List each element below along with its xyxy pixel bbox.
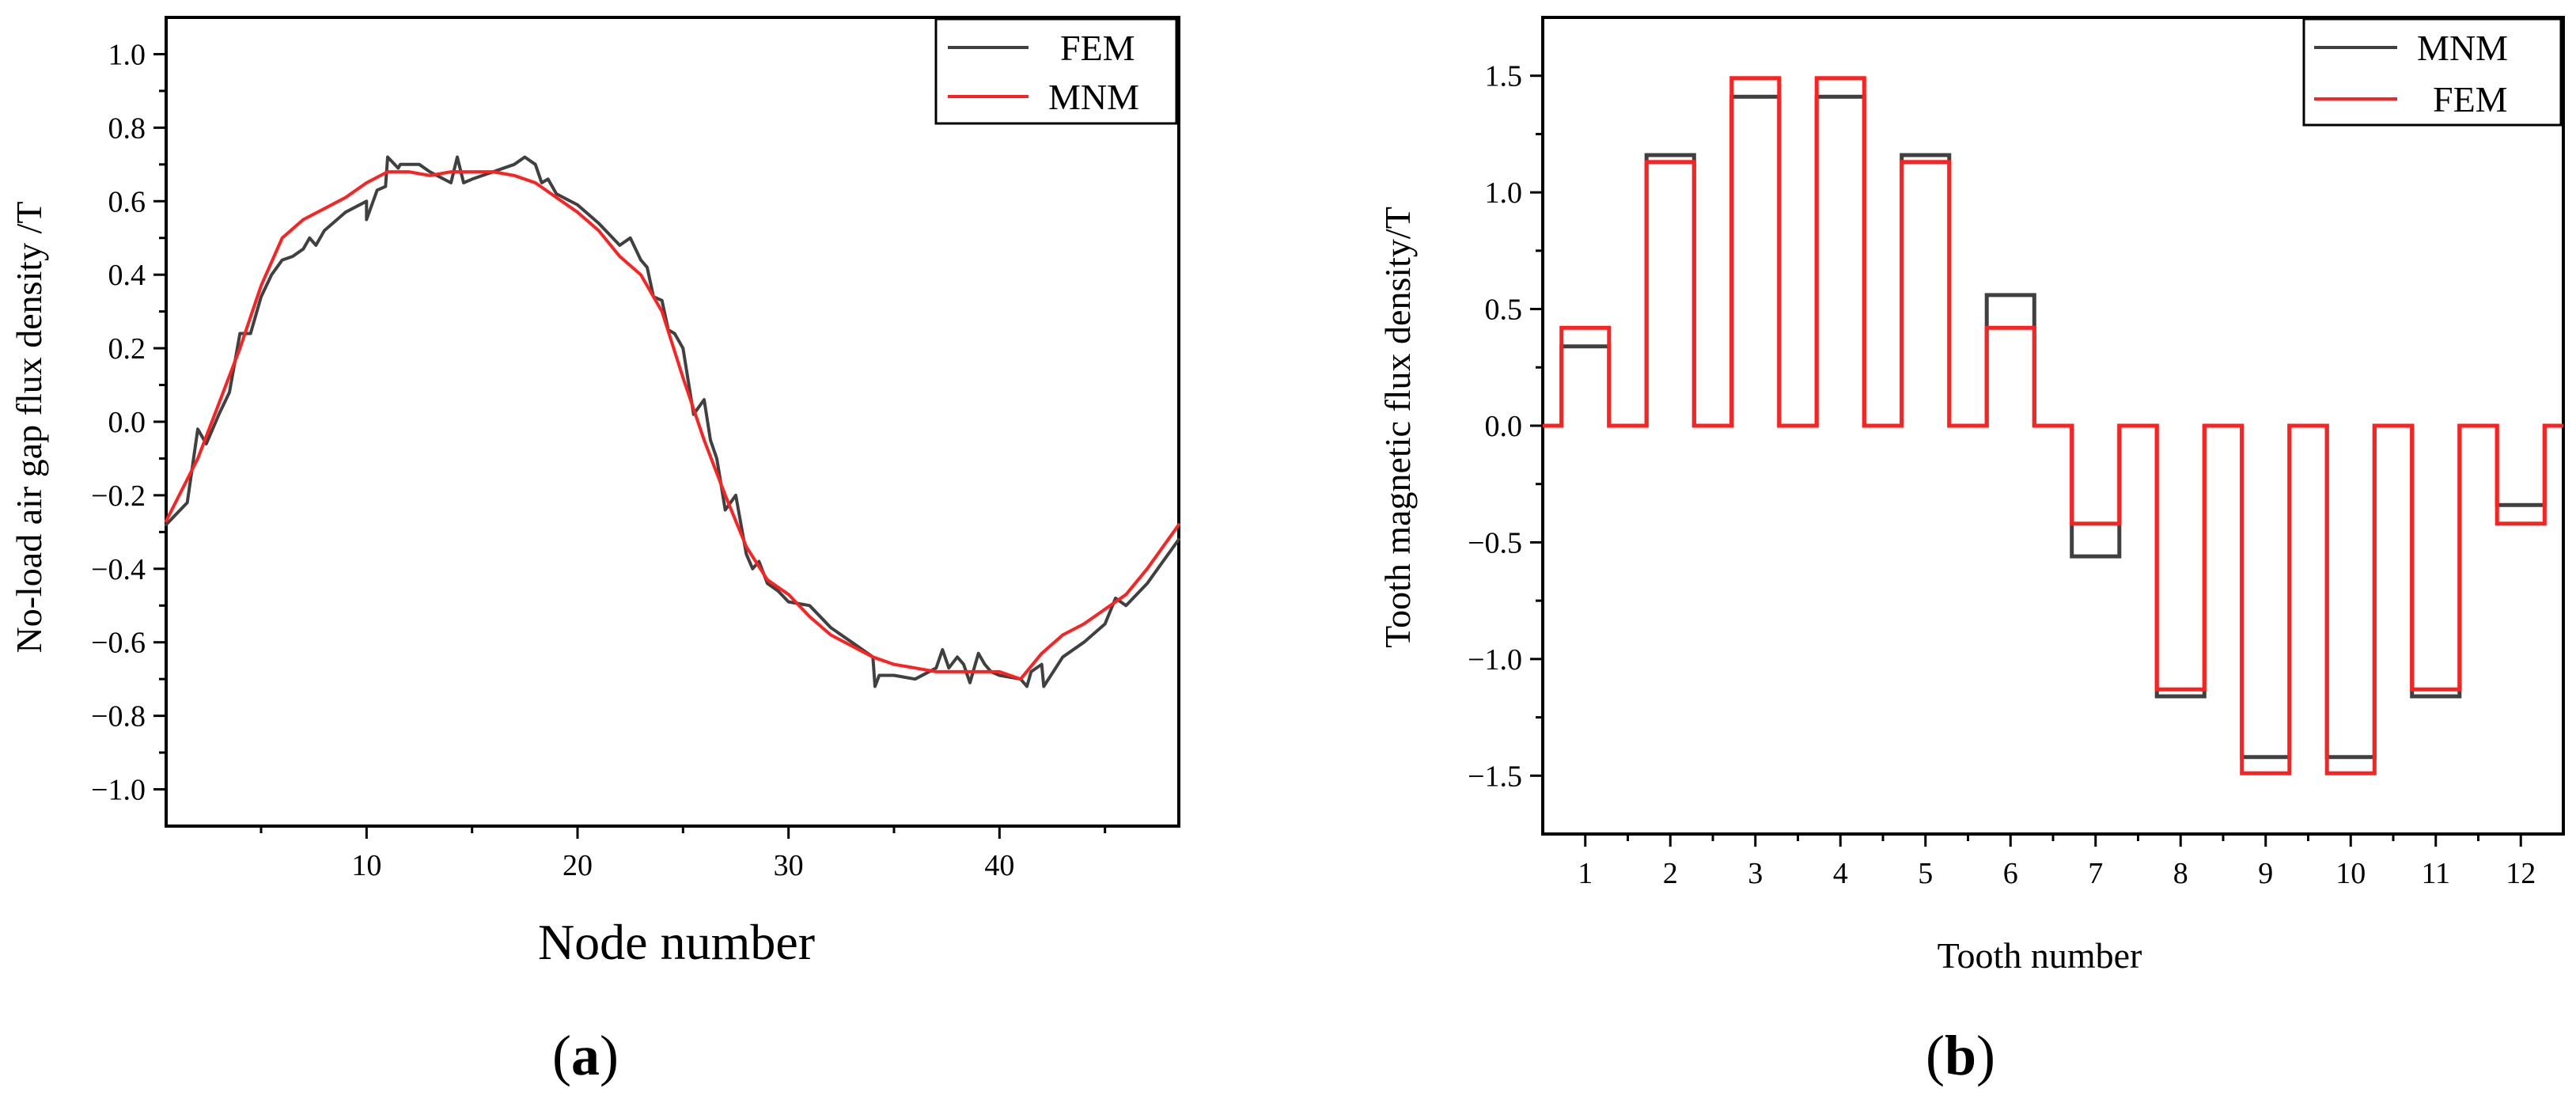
chart-a-ytick-label: 0.0 bbox=[108, 406, 146, 439]
chart-b-series-fem bbox=[1543, 76, 2563, 775]
chart-b-xlabel: Tooth number bbox=[1938, 935, 2142, 976]
chart-a-ytick-label: −0.6 bbox=[91, 627, 146, 660]
chart-a-y-axis: −1.0 −0.8 −0.6 −0.4 −0.2 0.0 0.2 0.4 0.6 0.8 1.0 bbox=[91, 38, 166, 807]
chart-b-legend: MNM FEM bbox=[2302, 17, 2563, 127]
chart-b-series bbox=[1543, 76, 2563, 775]
chart-a-ytick-label: −0.8 bbox=[91, 700, 146, 734]
chart-a-plot-frame bbox=[165, 16, 1180, 828]
chart-a-ylabel: No-load air gap flux density /T bbox=[9, 201, 49, 653]
chart-b-y-axis: −1.5 −1.0 −0.5 0.0 0.5 1.0 1.5 bbox=[1468, 60, 1543, 793]
chart-b-ytick-label: 1.5 bbox=[1485, 60, 1523, 93]
chart-b-ytick-label: −0.5 bbox=[1468, 526, 1522, 559]
chart-a-ytick-label: −0.4 bbox=[91, 553, 146, 586]
chart-a-xlabel: Node number bbox=[538, 914, 815, 970]
chart-b-ytick-label: 0.5 bbox=[1485, 294, 1523, 327]
chart-a-ytick-label: 0.8 bbox=[108, 112, 146, 145]
chart-b-xtick-label: 3 bbox=[1748, 857, 1763, 890]
chart-b-xtick-label: 9 bbox=[2258, 857, 2273, 890]
chart-b-ytick-label: −1.0 bbox=[1468, 643, 1522, 677]
chart-b-xtick-label: 11 bbox=[2421, 857, 2450, 890]
chart-b-xtick-label: 7 bbox=[2088, 857, 2103, 890]
chart-a-caption: (a) bbox=[552, 1024, 619, 1087]
chart-a-legend-label-mnm: MNM bbox=[1048, 77, 1139, 117]
chart-a-xtick-label: 40 bbox=[984, 849, 1014, 882]
chart-b-xtick-label: 10 bbox=[2335, 857, 2366, 890]
chart-b-ytick-label: −1.5 bbox=[1468, 760, 1522, 793]
chart-b-legend-label-fem: FEM bbox=[2433, 79, 2508, 119]
chart-a-x-axis: 10 20 30 40 bbox=[259, 826, 1107, 882]
chart-b-xtick-label: 5 bbox=[1918, 857, 1933, 890]
chart-b-caption: (b) bbox=[1926, 1024, 1995, 1087]
chart-a-ytick-label: −0.2 bbox=[91, 480, 146, 513]
chart-a-axes-box bbox=[165, 16, 1180, 828]
chart-a: −1.0 −0.8 −0.6 −0.4 −0.2 0.0 0.2 0.4 0.6 0.8 1.0 1… bbox=[9, 16, 1180, 1087]
chart-b-x-axis: 1 2 3 4 5 6 7 8 9 10 11 12 bbox=[1578, 834, 2536, 890]
chart-b-xtick-label: 4 bbox=[1833, 857, 1848, 890]
chart-a-xtick-label: 30 bbox=[774, 849, 804, 882]
chart-b-xtick-label: 8 bbox=[2173, 857, 2188, 890]
chart-b-ytick-label: 1.0 bbox=[1485, 176, 1523, 210]
chart-a-legend-label-fem: FEM bbox=[1060, 28, 1135, 68]
chart-a-ytick-label: −1.0 bbox=[91, 774, 146, 807]
chart-a-series bbox=[165, 155, 1180, 688]
chart-b-ylabel: Tooth magnetic flux density/T bbox=[1377, 207, 1418, 648]
chart-b-xtick-label: 1 bbox=[1578, 857, 1593, 890]
chart-a-ytick-label: 0.6 bbox=[108, 185, 146, 218]
chart-b: −1.5−1.0−0.50.00.51.01.5 1 2 3 4 5 6 7 8 9 10 11 12… bbox=[1377, 16, 2565, 1087]
chart-b-legend-box bbox=[2302, 17, 2563, 127]
chart-a-ytick-label: 1.0 bbox=[108, 38, 146, 71]
chart-a-ytick-label: 0.2 bbox=[108, 332, 146, 366]
chart-a-legend-box bbox=[934, 17, 1178, 125]
chart-b-xtick-label: 12 bbox=[2506, 857, 2536, 890]
chart-b-ytick-label: 0.0 bbox=[1485, 410, 1523, 443]
chart-b-xtick-label: 6 bbox=[2003, 857, 2018, 890]
chart-a-legend: FEM MNM bbox=[934, 17, 1178, 125]
chart-a-ytick-label: 0.4 bbox=[108, 259, 146, 292]
chart-b-xtick-label: 2 bbox=[1663, 857, 1678, 890]
chart-b-legend-label-mnm: MNM bbox=[2417, 28, 2508, 68]
chart-a-series-mnm bbox=[165, 170, 1180, 681]
chart-a-xtick-label: 10 bbox=[351, 849, 381, 882]
chart-a-xtick-label: 20 bbox=[563, 849, 593, 882]
